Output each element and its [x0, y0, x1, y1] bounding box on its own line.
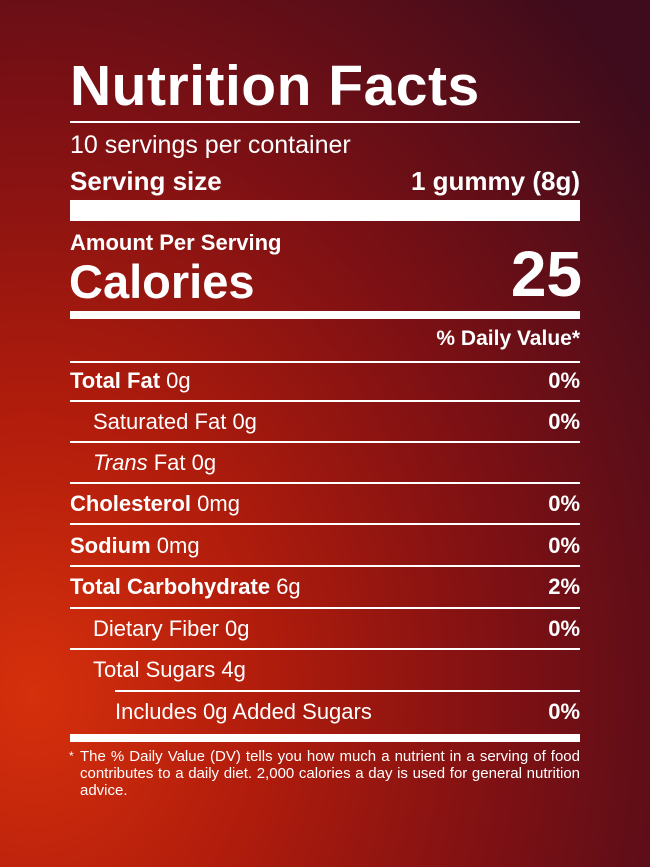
servings-per-container: 10 servings per container: [70, 131, 351, 159]
daily-value-header: % Daily Value*: [436, 327, 580, 350]
divider: [70, 121, 580, 123]
nutrient-row-saturated-fat: Saturated Fat 0g 0%: [93, 409, 580, 434]
calories-value: 25: [510, 238, 582, 310]
serving-size-value: 1 gummy (8g): [410, 166, 580, 196]
footnote: * The % Daily Value (DV) tells you how mu…: [69, 748, 580, 799]
divider: [70, 361, 580, 363]
nutrient-row-trans-fat: Trans Fat 0g: [93, 450, 217, 475]
nutrient-row-total-carbohydrate: Total Carbohydrate 6g 2%: [70, 574, 580, 599]
nutrient-row-added-sugars: Includes 0g Added Sugars 0%: [115, 699, 580, 724]
calories-label: Calories: [69, 255, 255, 308]
bottom-divider: [70, 734, 580, 742]
nutrient-row-cholesterol: Cholesterol 0mg 0%: [70, 491, 580, 516]
thick-divider: [70, 200, 580, 221]
medium-divider: [70, 311, 580, 319]
serving-size-label: Serving size: [70, 166, 222, 196]
amount-per-serving: Amount Per Serving: [70, 230, 282, 255]
nutrient-row-total-fat: Total Fat 0g 0%: [70, 368, 580, 393]
label-title: Nutrition Facts: [70, 54, 480, 118]
nutrient-row-dietary-fiber: Dietary Fiber 0g 0%: [93, 616, 580, 641]
nutrient-row-sodium: Sodium 0mg 0%: [70, 533, 580, 558]
nutrient-row-total-sugars: Total Sugars 4g: [93, 657, 246, 682]
